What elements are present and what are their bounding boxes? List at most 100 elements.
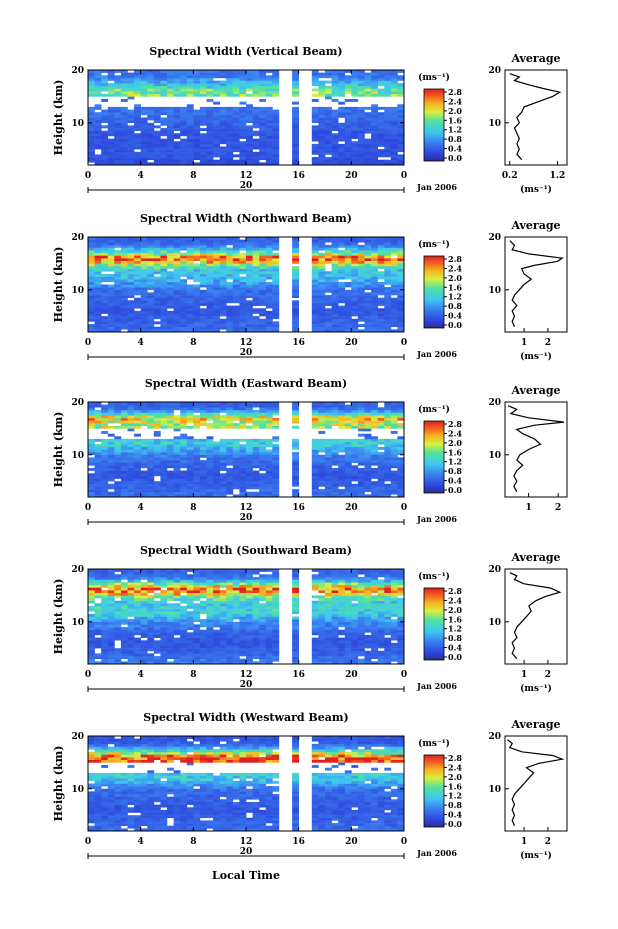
heatmap-cell: [114, 313, 122, 317]
heatmap-cell: [384, 460, 392, 463]
heatmap-cell: [107, 483, 115, 487]
heatmap-cell: [384, 77, 392, 81]
heatmap-cell: [232, 247, 240, 251]
heatmap-cell: [397, 436, 405, 440]
heatmap-cell: [232, 438, 240, 442]
heatmap-cell: [364, 141, 372, 145]
heatmap-cell: [364, 449, 372, 453]
heatmap-cell: [311, 491, 319, 495]
heatmap-cell: [206, 494, 214, 498]
heatmap-cell: [384, 321, 392, 325]
heatmap-cell: [318, 244, 326, 248]
heatmap-cell: [252, 237, 260, 240]
heatmap-cell: [239, 252, 247, 256]
heatmap-cell: [390, 117, 398, 121]
heatmap-cell: [246, 478, 253, 482]
heatmap-cell: [239, 128, 247, 131]
heatmap-cell: [134, 404, 141, 408]
heatmap-cell: [344, 650, 352, 654]
heatmap-cell: [199, 70, 207, 73]
heatmap-cell: [180, 75, 188, 79]
heatmap-cell: [127, 276, 135, 280]
heatmap-cell: [206, 239, 214, 243]
heatmap-cell: [246, 305, 253, 309]
heatmap-cell: [344, 412, 352, 416]
heatmap-cell: [397, 318, 405, 322]
heatmap-cell: [186, 72, 194, 76]
heatmap-cell: [252, 159, 260, 163]
heatmap-cell: [252, 452, 260, 455]
heatmap-cell: [265, 407, 273, 411]
heatmap-cell: [101, 423, 109, 426]
heatmap-cell: [147, 637, 155, 641]
heatmap-cell: [153, 423, 161, 426]
heatmap-cell: [338, 407, 346, 411]
heatmap-cell: [193, 475, 201, 479]
heatmap-cell: [147, 648, 155, 652]
heatmap-cell: [219, 446, 227, 450]
heatmap-cell: [107, 446, 115, 450]
heatmap-cell: [331, 326, 339, 330]
heatmap-cell: [246, 648, 253, 652]
heatmap-cell: [219, 273, 227, 277]
heatmap-cell: [239, 645, 247, 649]
heatmap-cell: [259, 658, 267, 662]
heatmap-cell: [371, 125, 378, 129]
heatmap-cell: [180, 470, 188, 474]
heatmap-cell: [114, 117, 122, 121]
heatmap-cell: [114, 324, 122, 327]
heatmap-cell: [397, 658, 405, 662]
heatmap-cell: [357, 303, 365, 306]
heatmap-cell: [344, 324, 352, 327]
heatmap-cell: [160, 640, 168, 644]
heatmap-cell: [397, 642, 405, 646]
heatmap-cell: [232, 637, 240, 641]
heatmap-cell: [371, 409, 378, 413]
heatmap-cell: [272, 316, 280, 320]
heatmap-cell: [120, 468, 128, 471]
heatmap-cell: [377, 457, 385, 461]
heatmap-cell: [384, 88, 392, 92]
heatmap-cell: [167, 125, 174, 129]
heatmap-cell: [219, 279, 227, 283]
heatmap-cell: [272, 409, 280, 413]
heatmap-cell: [318, 409, 326, 413]
heatmap-cell: [397, 263, 405, 267]
heatmap-cell: [226, 460, 234, 463]
heatmap-cell: [325, 425, 332, 429]
heatmap-cell: [331, 80, 339, 84]
heatmap-cell: [384, 138, 392, 142]
heatmap-cell: [147, 297, 155, 301]
heatmap-cell: [364, 130, 372, 134]
heatmap-cell: [193, 658, 201, 662]
heatmap-cell: [193, 75, 201, 79]
heatmap-cell: [384, 308, 392, 312]
heatmap-cell: [357, 237, 365, 240]
heatmap-cell: [173, 133, 181, 137]
heatmap-cell: [206, 446, 214, 450]
heatmap-cell: [390, 635, 398, 638]
heatmap-cell: [140, 157, 148, 160]
heatmap-cell: [153, 154, 161, 158]
heatmap-cell: [213, 143, 220, 147]
heatmap-cell: [167, 276, 174, 280]
heatmap-cell: [232, 326, 240, 330]
heatmap-cell: [265, 141, 273, 145]
heatmap-cell: [292, 247, 299, 251]
heatmap-cell: [318, 473, 326, 477]
heatmap-cell: [377, 465, 385, 469]
heatmap-cell: [371, 452, 378, 455]
heatmap-cell: [311, 138, 319, 142]
heatmap-cell: [120, 656, 128, 659]
heatmap-cell: [397, 470, 405, 474]
heatmap-cell: [325, 446, 332, 450]
heatmap-cell: [213, 133, 220, 137]
heatmap-cell: [206, 308, 214, 312]
heatmap-cell: [232, 117, 240, 121]
heatmap-cell: [180, 106, 188, 110]
heatmap-cell: [186, 470, 194, 474]
heatmap-cell: [311, 247, 319, 251]
heatmap-cell: [180, 483, 188, 487]
heatmap-cell: [390, 138, 398, 142]
heatmap-cell: [246, 438, 253, 442]
